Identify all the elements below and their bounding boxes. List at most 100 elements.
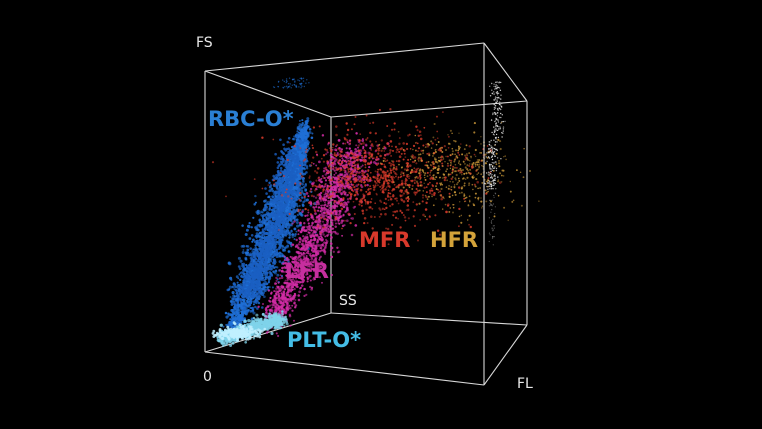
rbc-point	[251, 257, 254, 261]
lfr-point	[318, 178, 321, 182]
rbc-point	[264, 221, 268, 224]
rbc-point	[231, 308, 234, 312]
rbc-point	[251, 306, 255, 310]
rbc-point	[288, 223, 293, 227]
rbc-point	[292, 177, 296, 181]
lfr-point	[358, 176, 362, 180]
lfr-point	[268, 299, 271, 302]
rbc-point	[230, 313, 234, 316]
lfr-point	[310, 224, 313, 227]
rbc-point	[273, 201, 277, 204]
rbc-point	[291, 191, 294, 194]
lfr-point	[314, 212, 317, 215]
rbc-point	[278, 207, 282, 210]
rbc-point	[268, 189, 271, 193]
lfr-point	[342, 142, 345, 145]
lfr-point	[319, 244, 323, 247]
lfr-point	[330, 199, 333, 202]
rbc-point	[248, 237, 252, 240]
rbc-point	[257, 283, 261, 287]
rbc-point	[259, 256, 263, 259]
lfr-point	[277, 281, 280, 284]
rbc-point	[237, 286, 240, 290]
rbc-point	[267, 203, 270, 206]
lfr-point	[269, 304, 272, 307]
lfr-point	[308, 254, 312, 257]
rbc-point	[228, 285, 232, 289]
rbc-point	[264, 228, 267, 231]
rbc-point	[242, 266, 245, 269]
rbc-point	[296, 140, 300, 144]
rbc-point	[246, 248, 250, 252]
rbc-point	[278, 251, 282, 255]
rbc-point	[260, 223, 264, 227]
rbc-point	[301, 119, 304, 122]
rbc-point	[284, 195, 287, 198]
lfr-point	[289, 324, 292, 327]
rbc-point	[300, 196, 304, 199]
rbc-point	[273, 207, 276, 211]
lfr-point	[257, 305, 260, 308]
rbc-point	[272, 238, 276, 241]
rbc-point	[294, 199, 297, 202]
rbc-point	[261, 236, 264, 239]
rbc-point	[271, 210, 275, 214]
rbc-point	[304, 127, 307, 131]
lfr-point	[293, 283, 296, 286]
rbc-point	[286, 165, 290, 169]
rbc-point	[265, 217, 269, 221]
rbc-point	[237, 256, 241, 260]
rbc-point	[254, 201, 257, 204]
rbc-point	[268, 212, 271, 216]
rbc-point	[305, 133, 309, 136]
rbc-point	[253, 280, 257, 284]
rbc-point	[293, 234, 297, 238]
rbc-point	[253, 240, 257, 243]
rbc-point	[247, 282, 251, 286]
rbc-point	[272, 270, 275, 273]
rbc-point	[299, 176, 303, 179]
rbc-point	[262, 259, 265, 263]
rbc-point	[299, 142, 302, 145]
lfr-point	[324, 173, 328, 176]
rbc-point	[270, 232, 274, 236]
rbc-point	[270, 236, 274, 240]
rbc-point	[283, 233, 287, 237]
lfr-point	[327, 190, 330, 193]
rbc-point	[245, 282, 249, 285]
rbc-point	[286, 216, 289, 220]
rbc-point	[265, 232, 269, 235]
rbc-point	[253, 203, 256, 206]
rbc-point	[295, 230, 298, 233]
rbc-point	[273, 259, 277, 263]
rbc-point	[279, 204, 283, 207]
rbc-point	[261, 248, 264, 252]
rbc-point	[256, 292, 259, 295]
lfr-point	[308, 228, 311, 231]
lfr-point	[330, 153, 334, 156]
rbc-point	[292, 171, 295, 174]
rbc-point	[296, 224, 300, 228]
rbc-point	[262, 254, 266, 258]
rbc-point	[249, 276, 252, 279]
rbc-point	[248, 225, 251, 229]
lfr-point	[314, 196, 318, 199]
rbc-point	[292, 152, 295, 155]
rbc-point	[266, 213, 269, 216]
lfr-point	[346, 197, 350, 201]
lfr-point	[362, 145, 365, 148]
rbc-point	[292, 211, 296, 214]
rbc-point	[274, 235, 278, 239]
rbc-point	[297, 148, 300, 152]
rbc-point	[283, 163, 287, 167]
rbc-point	[275, 250, 279, 253]
lfr-point	[336, 151, 339, 155]
rbc-point	[284, 225, 288, 229]
rbc-point	[261, 220, 264, 223]
lfr-point	[303, 294, 306, 298]
rbc-point	[288, 182, 292, 186]
rbc-point	[278, 192, 281, 195]
rbc-point	[272, 261, 275, 265]
rbc-point	[287, 222, 290, 225]
rbc-point	[280, 150, 283, 153]
